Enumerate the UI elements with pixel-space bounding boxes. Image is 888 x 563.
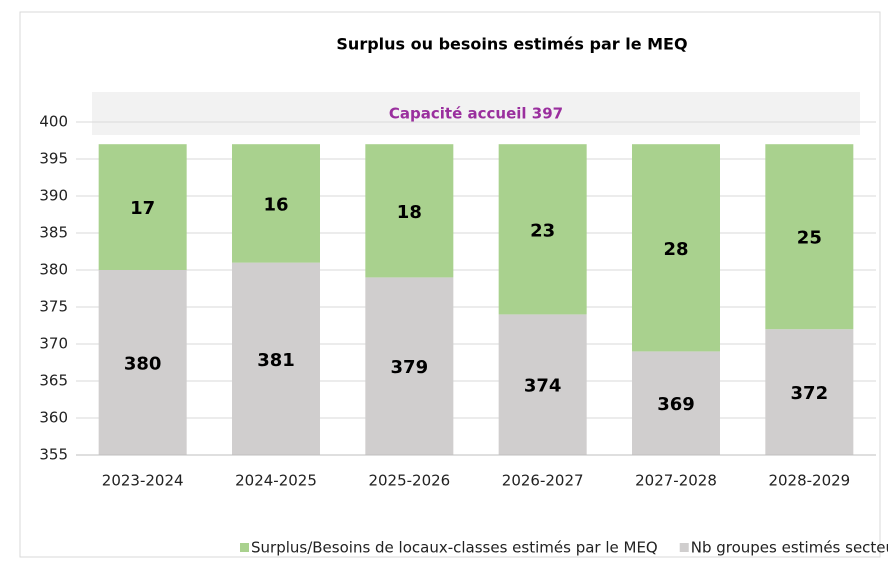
data-label: 380: [124, 354, 162, 375]
data-label: 25: [797, 228, 822, 249]
data-label: 369: [657, 394, 695, 415]
bar-segment: [765, 144, 854, 330]
y-tick-label: 355: [39, 446, 68, 464]
x-tick-label: 2023-2024: [102, 472, 184, 490]
bar-segment: [632, 144, 720, 352]
data-label: 17: [130, 198, 155, 219]
annotation: Capacité accueil 397: [389, 105, 563, 123]
annotation-band: [92, 92, 860, 135]
data-label: 374: [524, 376, 562, 397]
bar-segment: [765, 329, 854, 455]
data-label: 18: [397, 202, 422, 223]
x-tick-label: 2026-2027: [502, 472, 584, 490]
data-label: 372: [791, 383, 829, 404]
bar-segment: [632, 351, 720, 455]
legend-swatch: [679, 543, 689, 552]
y-tick-label: 385: [39, 224, 68, 242]
data-label: 16: [263, 194, 288, 215]
data-label: 28: [663, 239, 688, 260]
y-tick-label: 390: [39, 187, 68, 205]
y-tick-label: 400: [39, 113, 68, 131]
bar-segment: [232, 144, 320, 263]
y-tick-label: 360: [39, 409, 68, 427]
chart-title: Surplus ou besoins estimés par le MEQ: [336, 35, 687, 54]
bar-segment: [98, 144, 187, 270]
x-tick-label: 2024-2025: [235, 472, 317, 490]
data-label: 379: [391, 357, 429, 378]
bar-segment: [98, 270, 187, 455]
bar-segment: [498, 314, 587, 455]
bar-segment: [365, 277, 454, 455]
y-tick-label: 395: [39, 150, 68, 168]
bar-segment: [365, 144, 454, 278]
legend-swatch: [240, 543, 249, 552]
y-tick-label: 365: [39, 372, 68, 390]
data-label: 381: [257, 350, 295, 371]
x-tick-label: 2028-2029: [768, 472, 850, 490]
bar-segment: [498, 144, 587, 315]
data-label: 23: [530, 220, 555, 241]
x-tick-label: 2027-2028: [635, 472, 717, 490]
bar-segment: [232, 262, 320, 455]
legend-label: Nb groupes estimés secteur: [691, 539, 888, 557]
y-tick-label: 370: [39, 335, 68, 353]
legend-label: Surplus/Besoins de locaux-classes estimé…: [251, 539, 658, 557]
y-tick-label: 375: [39, 298, 68, 316]
y-tick-label: 380: [39, 261, 68, 279]
x-tick-label: 2025-2026: [368, 472, 450, 490]
